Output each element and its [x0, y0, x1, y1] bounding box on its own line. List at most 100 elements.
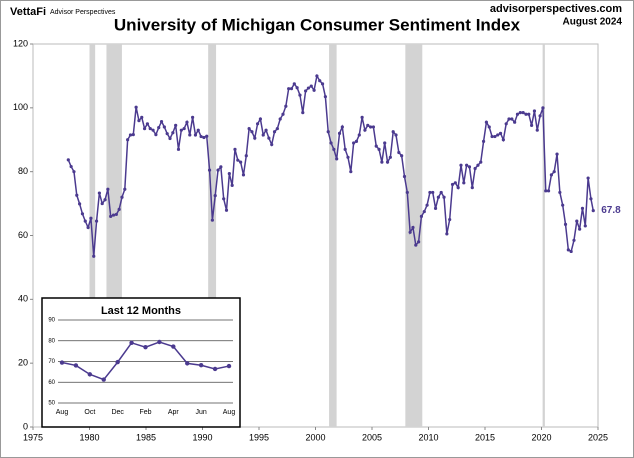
data-point: [250, 130, 254, 134]
data-point: [360, 115, 364, 120]
data-point: [572, 238, 576, 242]
y-tick-label: 120: [13, 38, 28, 48]
data-point: [284, 104, 288, 108]
data-point: [558, 190, 562, 195]
data-point: [278, 117, 282, 121]
data-point: [142, 126, 147, 131]
data-point: [366, 123, 370, 127]
recession-band: [542, 44, 545, 427]
data-point: [196, 128, 200, 132]
data-point: [157, 339, 162, 345]
data-point: [267, 136, 271, 140]
data-point: [239, 160, 243, 164]
data-point: [462, 181, 466, 185]
data-point: [504, 122, 508, 126]
data-point: [78, 202, 82, 206]
data-point: [162, 125, 166, 129]
last-value-label: 67.8: [601, 205, 621, 216]
data-point: [541, 106, 545, 110]
data-point: [544, 189, 548, 193]
x-tick-label: 2010: [418, 432, 438, 442]
data-point: [227, 171, 231, 176]
data-point: [340, 125, 344, 129]
data-point: [552, 170, 556, 174]
x-tick-label: 2005: [362, 432, 382, 442]
data-point: [92, 254, 96, 258]
brand-sub: Advisor Perspectives: [50, 9, 116, 16]
data-point: [419, 214, 424, 218]
data-point: [580, 206, 585, 210]
data-point: [171, 344, 176, 349]
inset-y-tick-label: 60: [48, 380, 55, 386]
inset-x-tick-label: Aug: [56, 409, 69, 416]
x-tick-label: 1975: [23, 432, 43, 442]
inset-y-tick-label: 50: [48, 401, 55, 407]
date: August 2024: [563, 17, 623, 28]
data-point: [219, 165, 223, 169]
inset-x-tick-label: Aug: [223, 409, 236, 416]
data-point: [154, 133, 158, 137]
data-point: [100, 201, 104, 206]
data-point: [487, 125, 491, 129]
data-point: [165, 132, 169, 136]
data-point: [402, 174, 407, 179]
data-point: [510, 117, 514, 121]
data-point: [501, 138, 505, 142]
data-point: [114, 212, 118, 217]
data-point: [513, 120, 517, 124]
data-point: [371, 125, 376, 129]
data-point: [394, 133, 398, 137]
y-tick-label: 100: [13, 102, 28, 112]
inset-y-tick-label: 80: [48, 338, 55, 344]
data-point: [298, 93, 302, 97]
data-point: [332, 147, 336, 151]
inset-frame: [41, 297, 241, 428]
data-point: [445, 232, 449, 236]
x-tick-label: 2020: [531, 432, 551, 442]
data-point: [207, 168, 212, 172]
data-point: [329, 141, 333, 145]
data-point: [518, 111, 522, 115]
y-tick-label: 0: [23, 421, 28, 431]
data-point: [578, 227, 582, 231]
data-point: [425, 203, 429, 207]
data-point: [374, 144, 378, 148]
data-point: [498, 131, 503, 135]
data-point: [368, 125, 373, 129]
data-point: [456, 186, 460, 190]
data-point: [264, 128, 268, 132]
data-point: [216, 168, 220, 172]
data-point: [275, 126, 279, 131]
data-point: [527, 112, 531, 116]
data-point: [261, 133, 265, 137]
data-point: [589, 197, 593, 201]
chart-title: University of Michigan Consumer Sentimen…: [114, 15, 521, 34]
data-point: [143, 344, 148, 350]
data-point: [69, 164, 73, 169]
data-point: [72, 170, 76, 174]
inset-x-tick-label: Jun: [196, 409, 207, 416]
data-point: [101, 377, 106, 382]
data-point: [569, 249, 573, 254]
data-point: [304, 89, 308, 93]
data-point: [586, 176, 590, 180]
inset-x-tick-label: Feb: [139, 409, 151, 416]
inset-x-tick-label: Apr: [168, 409, 180, 416]
data-point: [199, 134, 203, 139]
data-point: [563, 222, 568, 226]
y-tick-label: 80: [18, 166, 28, 176]
data-point: [377, 147, 381, 151]
source: advisorperspectives.com: [490, 3, 622, 15]
data-point: [524, 112, 528, 116]
data-point: [363, 128, 367, 132]
data-point: [417, 240, 421, 244]
data-point: [346, 155, 350, 159]
data-point: [117, 207, 121, 211]
data-point: [535, 128, 539, 132]
data-point: [442, 195, 446, 199]
data-point: [145, 122, 150, 126]
data-point: [182, 126, 186, 131]
data-point: [157, 126, 161, 130]
data-point: [198, 363, 204, 368]
data-point: [86, 225, 90, 230]
